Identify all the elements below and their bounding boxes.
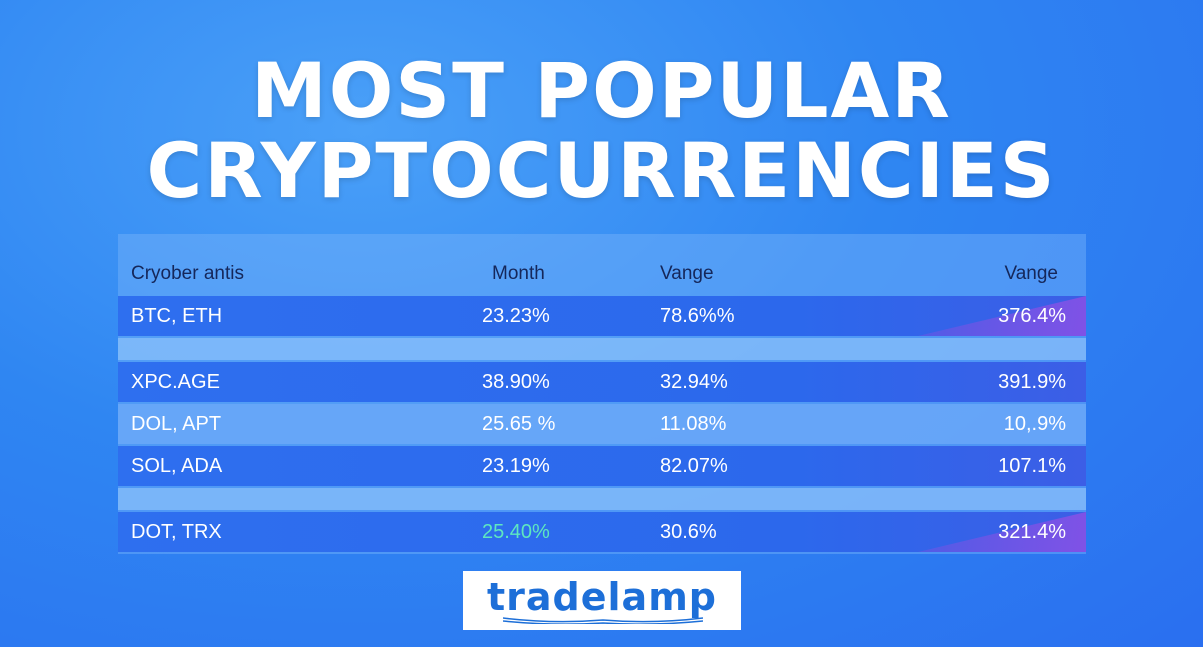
table-row: DOT, TRX 25.40% 30.6% 321.4% xyxy=(118,512,1086,552)
book-icon xyxy=(503,617,703,624)
row-vange-2: 376.4% xyxy=(998,304,1066,327)
row-month: 38.90% xyxy=(482,370,550,393)
row-name: BTC, ETH xyxy=(131,304,223,327)
row-vange-1: 82.07% xyxy=(660,454,728,477)
row-vange-2: 107.1% xyxy=(998,454,1066,477)
header-vange-2: Vange xyxy=(1004,263,1058,284)
row-vange-2: 391.9% xyxy=(998,370,1066,393)
table-row: SOL, ADA 23.19% 82.07% 107.1% xyxy=(118,446,1086,486)
row-separator xyxy=(118,338,1086,360)
table-header-row: Cryober antis Month Vange Vange xyxy=(118,254,1086,294)
page-title-line2: CRYPTOCURRENCIES xyxy=(146,126,1057,215)
row-month: 23.19% xyxy=(482,454,550,477)
header-name: Cryober antis xyxy=(131,263,244,284)
crypto-table: Cryober antis Month Vange Vange BTC, ETH… xyxy=(118,234,1086,554)
row-name: DOT, TRX xyxy=(131,520,222,543)
row-vange-1: 78.6%% xyxy=(660,304,735,327)
row-month: 23.23% xyxy=(482,304,550,327)
row-month: 25.65 % xyxy=(482,412,556,435)
row-month: 25.40% xyxy=(482,520,550,543)
row-name: XPC.AGE xyxy=(131,370,220,393)
table-row: BTC, ETH 23.23% 78.6%% 376.4% xyxy=(118,296,1086,336)
header-month: Month xyxy=(492,263,545,284)
logo-text: tradelamp xyxy=(487,574,717,619)
row-name: SOL, ADA xyxy=(131,454,223,477)
row-vange-1: 32.94% xyxy=(660,370,728,393)
row-separator xyxy=(118,488,1086,510)
page-title-line1: MOST POPULAR xyxy=(251,46,952,135)
table-row: DOL, APT 25.65 % 11.08% 10,.9% xyxy=(118,404,1086,444)
tradelamp-logo: tradelamp xyxy=(463,571,741,630)
row-vange-2: 10,.9% xyxy=(1003,412,1066,435)
row-vange-1: 30.6% xyxy=(660,520,717,543)
row-vange-1: 11.08% xyxy=(660,412,727,435)
row-name: DOL, APT xyxy=(131,412,222,435)
row-vange-2: 321.4% xyxy=(998,520,1066,543)
table-row: XPC.AGE 38.90% 32.94% 391.9% xyxy=(118,362,1086,402)
header-vange-1: Vange xyxy=(660,263,714,284)
